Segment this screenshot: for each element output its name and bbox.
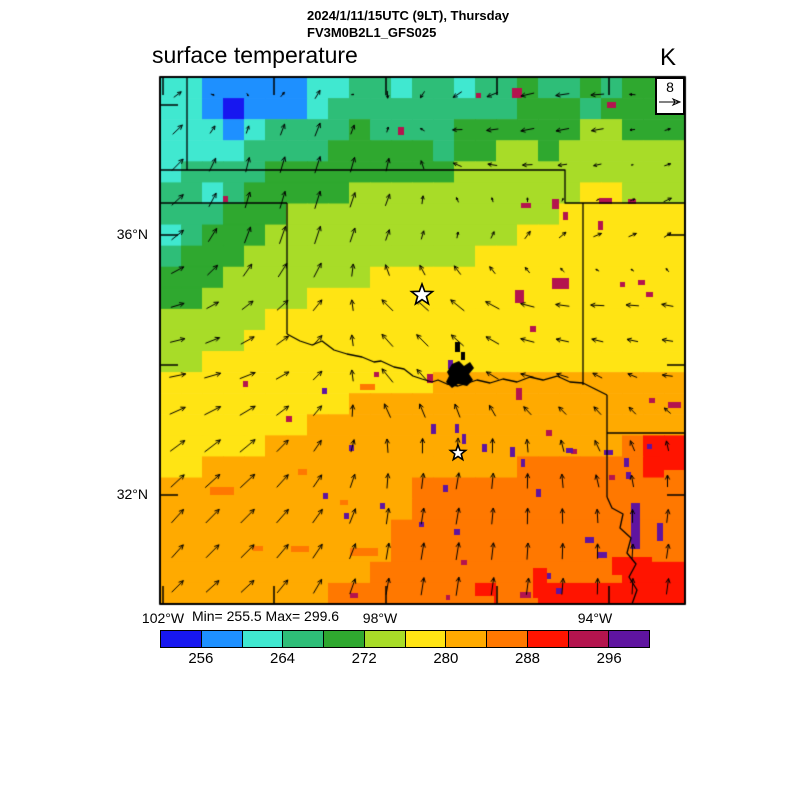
- colorbar-segment: [405, 631, 447, 647]
- colorbar-segment: [324, 631, 365, 647]
- colorbar-segment: [446, 631, 487, 647]
- colorbar-tick-label: 288: [514, 650, 541, 667]
- colorbar-segment: [161, 631, 202, 647]
- city-marker-star: [409, 281, 435, 306]
- city-marker-star: [448, 442, 468, 462]
- star-icon: [409, 281, 435, 306]
- unit-label: K: [660, 44, 677, 71]
- colorbar-segment: [242, 631, 284, 647]
- colorbar-tick-label: 272: [351, 650, 377, 667]
- model-header: FV3M0B2L1_GFS025: [307, 25, 437, 40]
- colorbar-segment: [283, 631, 324, 647]
- wind-reference-box: 8: [655, 77, 685, 115]
- colorbar-segment: [201, 631, 243, 647]
- lat-label-36n: 36°N: [116, 226, 148, 242]
- colorbar-tick-label: 296: [596, 650, 622, 667]
- colorbar-tick-label: 264: [269, 650, 296, 667]
- lon-label-102w: 102°W: [141, 610, 185, 626]
- wind-reference-arrow-icon: [659, 97, 682, 107]
- colorbar: [160, 630, 650, 648]
- lon-label-98w: 98°W: [362, 610, 398, 626]
- colorbar-segment: [568, 631, 610, 647]
- page-title: surface temperature: [152, 42, 358, 68]
- min-max-stats: Min= 255.5 Max= 299.6: [192, 608, 340, 624]
- star-icon: [448, 442, 468, 462]
- colorbar-tick-label: 256: [188, 650, 214, 667]
- colorbar-tick-label: 280: [433, 650, 459, 667]
- datetime-header: 2024/1/11/15UTC (9LT), Thursday: [307, 8, 510, 23]
- colorbar-segment: [364, 631, 406, 647]
- colorbar-segment: [487, 631, 528, 647]
- colorbar-segment: [527, 631, 569, 647]
- lat-label-32n: 32°N: [116, 486, 148, 502]
- colorbar-segment: [609, 631, 649, 647]
- lon-label-94w: 94°W: [577, 610, 613, 626]
- wind-reference-value: 8: [666, 79, 674, 95]
